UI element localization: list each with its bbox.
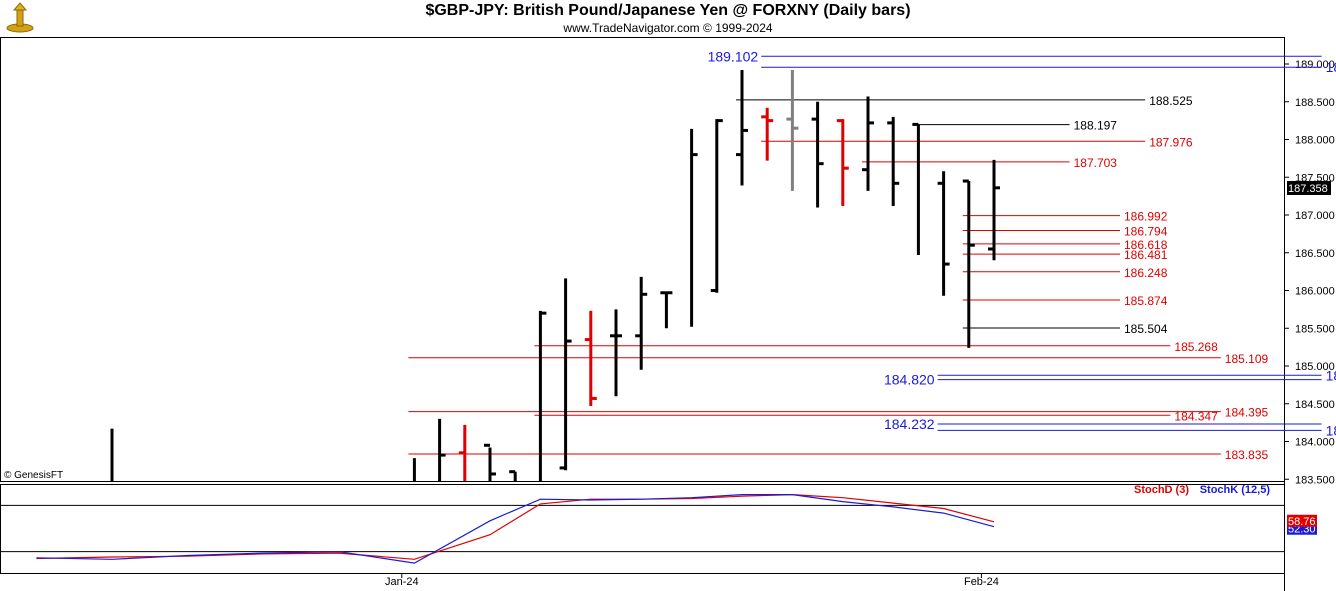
stochastic-panel bbox=[0, 484, 1285, 574]
ohlc-bar bbox=[937, 171, 950, 296]
ohlc-bar bbox=[887, 116, 900, 206]
y-tick-label: 184.000 bbox=[1295, 437, 1335, 449]
chart-title: $GBP-JPY: British Pound/Japanese Yen @ F… bbox=[425, 2, 911, 19]
stoch-d-line bbox=[36, 493, 995, 560]
level-label: 188.957 bbox=[1326, 59, 1336, 75]
y-tick-label: 184.500 bbox=[1295, 399, 1335, 411]
stoch-k-legend: StochK (12,5) bbox=[1200, 484, 1271, 496]
level-label: 187.976 bbox=[1149, 135, 1193, 149]
ohlc-bar bbox=[538, 310, 547, 481]
level-label: 187.703 bbox=[1074, 156, 1118, 170]
level-label: 186.618 bbox=[1124, 238, 1168, 252]
x-tick-label: Feb-24 bbox=[964, 576, 999, 588]
ohlc-bar bbox=[458, 424, 467, 481]
ohlc-bar bbox=[690, 128, 698, 327]
level-label: 186.992 bbox=[1124, 210, 1168, 224]
level-label: 183.835 bbox=[1225, 448, 1269, 462]
level-label: 184.347 bbox=[1174, 409, 1218, 423]
stoch-d-legend: StochD (3) bbox=[1134, 484, 1189, 496]
ohlc-bar bbox=[710, 119, 723, 293]
ohlc-bar bbox=[509, 470, 517, 481]
ohlc-bar bbox=[635, 276, 648, 370]
ohlc-bar bbox=[786, 70, 799, 191]
level-label: 185.268 bbox=[1174, 340, 1218, 354]
chart-header: $GBP-JPY: British Pound/Japanese Yen @ F… bbox=[0, 0, 1336, 36]
stoch-d-value: 58.76 bbox=[1288, 516, 1316, 528]
stoch-d-value-box bbox=[1287, 514, 1317, 527]
y-tick-label: 186.000 bbox=[1295, 286, 1335, 298]
level-label: 184.395 bbox=[1225, 406, 1269, 420]
ohlc-bar bbox=[862, 96, 874, 191]
level-label: 186.248 bbox=[1124, 266, 1168, 280]
ohlc-bar bbox=[761, 107, 774, 161]
level-label: 186.794 bbox=[1124, 225, 1168, 239]
ohlc-bar bbox=[811, 101, 824, 208]
stoch-k-line bbox=[36, 494, 995, 564]
y-tick-label: 186.500 bbox=[1295, 248, 1335, 260]
level-label: 185.504 bbox=[1124, 322, 1168, 336]
ohlc-bar bbox=[736, 70, 748, 186]
y-tick-label: 185.000 bbox=[1295, 361, 1335, 373]
y-tick-label: 188.500 bbox=[1295, 97, 1335, 109]
level-label: 189.102 bbox=[708, 48, 759, 64]
y-tick-label: 183.500 bbox=[1295, 474, 1335, 486]
level-label: 184.820 bbox=[884, 372, 935, 388]
chart-subtitle: www.TradeNavigator.com © 1999-2024 bbox=[563, 21, 773, 35]
level-label: 184.877 bbox=[1326, 367, 1336, 383]
ohlc-bar bbox=[584, 310, 597, 407]
last-price-box bbox=[1287, 180, 1331, 195]
ohlc-bar bbox=[660, 291, 673, 329]
level-label: 188.197 bbox=[1074, 119, 1118, 133]
genesis-logo-icon bbox=[6, 2, 34, 33]
y-tick-label: 189.000 bbox=[1295, 59, 1335, 71]
ohlc-bar bbox=[484, 443, 496, 481]
ohlc-bar bbox=[962, 179, 975, 348]
ohlc-bar bbox=[610, 309, 622, 397]
y-tick-label: 187.000 bbox=[1295, 210, 1335, 222]
ohlc-bar bbox=[438, 418, 446, 481]
price-panel bbox=[0, 37, 1285, 482]
last-price-label: 187.358 bbox=[1288, 183, 1328, 195]
ohlc-bar bbox=[988, 159, 1000, 261]
y-tick-label: 185.500 bbox=[1295, 323, 1335, 335]
level-label: 186.481 bbox=[1124, 248, 1168, 262]
ohlc-bar bbox=[836, 119, 849, 206]
y-tick-label: 188.000 bbox=[1295, 135, 1335, 147]
ohlc-bar bbox=[912, 122, 920, 256]
copyright-label: © GenesisFT bbox=[4, 470, 63, 481]
x-tick-label: Jan-24 bbox=[385, 576, 419, 588]
level-label: 188.525 bbox=[1149, 94, 1193, 108]
level-label: 185.109 bbox=[1225, 352, 1269, 366]
ohlc-bar bbox=[559, 278, 572, 471]
level-label: 184.232 bbox=[884, 416, 935, 432]
level-label: 184.147 bbox=[1326, 422, 1336, 438]
level-label: 185.874 bbox=[1124, 294, 1168, 308]
